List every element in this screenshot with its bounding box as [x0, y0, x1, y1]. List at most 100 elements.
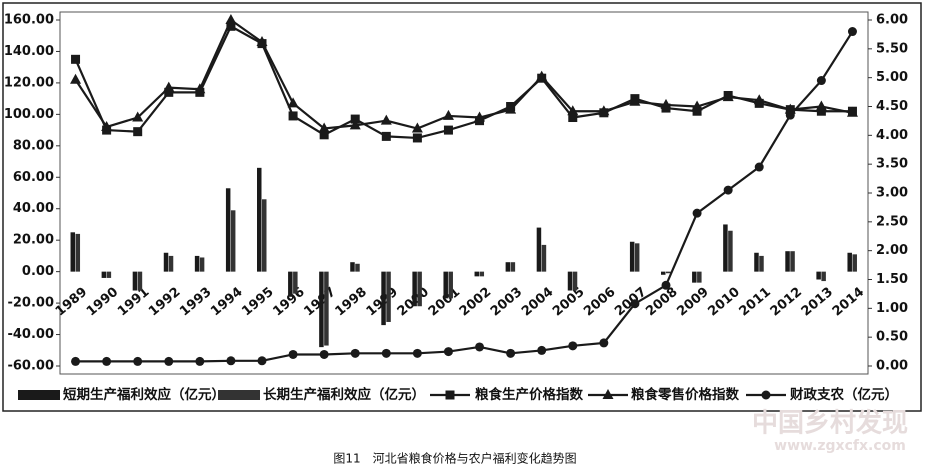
bar [505, 262, 511, 272]
marker [722, 91, 734, 102]
bar [101, 271, 107, 278]
legend-marker [445, 390, 455, 400]
x-tick-label: 2004 [519, 285, 556, 320]
y-tick-label: 20.00 [13, 233, 54, 248]
marker [350, 348, 360, 358]
marker [568, 341, 578, 351]
marker [195, 356, 205, 366]
x-tick-label: 2010 [705, 285, 742, 320]
bar [474, 271, 480, 277]
legend-swatch [18, 390, 60, 400]
bar [288, 271, 293, 297]
bar [257, 167, 262, 272]
line [74, 18, 853, 130]
bar [852, 254, 857, 272]
marker [475, 342, 485, 352]
outer-frame [2, 2, 922, 412]
y-tick-label: -20.00 [7, 296, 54, 311]
marker [71, 356, 81, 366]
y2-tick-label: 5.50 [876, 41, 908, 56]
y2-tick-label: 1.50 [876, 272, 908, 287]
marker [567, 105, 579, 116]
bar [106, 271, 112, 278]
bar [821, 271, 826, 282]
plot-frame [59, 11, 869, 375]
x-tick-label: 1998 [333, 285, 370, 320]
x-tick-label: 1994 [208, 285, 245, 320]
y-tick-label: 160.00 [4, 13, 54, 28]
bar [417, 271, 422, 307]
x-tick-label: 2014 [830, 285, 867, 320]
y2-tick-label: 6.00 [876, 13, 908, 28]
x-tick-label: 2013 [799, 285, 836, 320]
marker [692, 106, 702, 116]
bar [661, 271, 666, 275]
marker [630, 299, 640, 309]
legend-label: 短期生产福利效应（亿元） [63, 386, 225, 403]
marker [194, 83, 206, 94]
bar [262, 199, 267, 272]
marker [816, 106, 826, 116]
bar [75, 233, 81, 272]
x-tick-label: 2003 [488, 285, 525, 320]
marker [598, 105, 610, 116]
x-tick-label: 2006 [581, 285, 618, 320]
marker [257, 356, 267, 366]
y2-tick-label: 2.00 [876, 243, 908, 258]
legend-marker [761, 390, 771, 400]
y2-tick-label: 4.50 [876, 99, 908, 114]
x-tick-label: 1993 [177, 285, 214, 320]
marker [287, 97, 299, 108]
marker [70, 73, 82, 84]
y-tick-label: 100.00 [4, 107, 54, 122]
bar [536, 227, 542, 272]
bar [230, 210, 236, 272]
y2-tick-label: 4.00 [876, 128, 908, 143]
marker [164, 87, 174, 97]
marker [350, 114, 360, 124]
marker [71, 54, 81, 64]
legend-swatch [218, 390, 260, 400]
legend-label: 财政支农（亿元） [789, 386, 898, 403]
marker [754, 162, 764, 172]
bar [381, 271, 386, 326]
marker [288, 111, 298, 121]
marker [381, 131, 391, 141]
marker [225, 14, 237, 24]
x-tick-label: 1989 [53, 285, 90, 320]
legend-label: 粮食生产价格指数 [475, 386, 583, 403]
x-tick-label: 1992 [146, 285, 183, 320]
bar [225, 188, 231, 272]
y-tick-label: 0.00 [22, 264, 54, 279]
marker [132, 111, 144, 122]
marker [847, 27, 857, 37]
y2-tick-label: 1.00 [876, 301, 908, 316]
y-tick-label: 140.00 [4, 44, 54, 59]
bar [293, 271, 298, 294]
x-tick-label: 2009 [674, 285, 711, 320]
x-tick-label: 1995 [239, 285, 276, 320]
bar [355, 263, 360, 272]
marker [133, 356, 143, 366]
bar [847, 252, 852, 272]
marker [411, 122, 423, 133]
marker [599, 338, 609, 348]
marker [133, 127, 143, 137]
caption: 图11 河北省粮食价格与农户福利变化趋势图 [333, 451, 576, 466]
bar [412, 271, 417, 307]
bar [163, 252, 169, 272]
bar [754, 252, 759, 272]
bar [70, 232, 76, 272]
x-tick-label: 2008 [643, 285, 680, 320]
marker [319, 349, 329, 359]
marker [816, 76, 826, 86]
marker [661, 280, 671, 290]
marker [629, 95, 641, 106]
bar [479, 271, 485, 277]
marker [692, 208, 702, 218]
bar [697, 271, 702, 283]
marker [443, 347, 453, 357]
bar [723, 224, 728, 272]
bar [629, 241, 635, 272]
y2-tick-label: 0.50 [876, 330, 908, 345]
